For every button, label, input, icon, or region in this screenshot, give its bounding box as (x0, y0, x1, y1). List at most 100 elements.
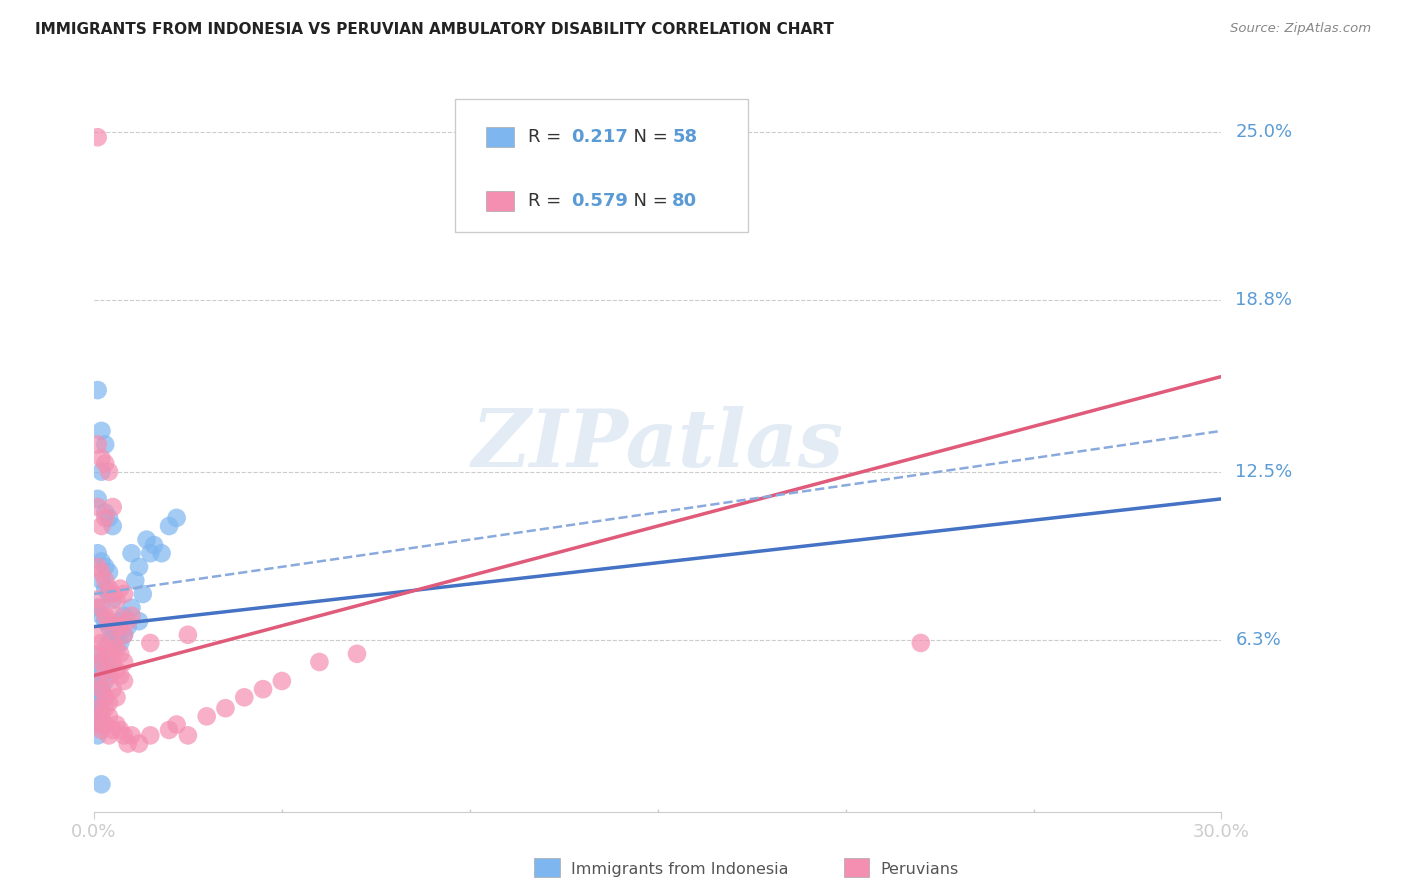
Point (121, 728, 143, 742)
Point (112, 655, 135, 669)
Point (97, 696, 120, 710)
Point (101, 592, 124, 607)
Point (94, 505, 117, 519)
Point (86, 647, 108, 661)
Point (121, 608, 143, 623)
Point (117, 620, 139, 634)
Point (97, 465, 120, 479)
Point (117, 614, 139, 628)
Point (110, 614, 132, 628)
Point (97, 636, 120, 650)
Point (86, 663, 108, 677)
Point (86, 673, 108, 688)
Point (86, 546, 108, 560)
Point (94, 663, 117, 677)
Point (90, 636, 112, 650)
Point (94, 717, 117, 731)
Point (105, 663, 128, 677)
Point (86, 673, 108, 688)
Point (86, 690, 108, 705)
Point (94, 673, 117, 688)
Point (97, 566, 120, 580)
Point (94, 655, 117, 669)
Text: 18.8%: 18.8% (1236, 292, 1292, 310)
Point (157, 723, 180, 737)
Point (105, 620, 128, 634)
Point (97, 663, 120, 677)
Point (101, 628, 124, 642)
Point (86, 647, 108, 661)
FancyBboxPatch shape (454, 100, 748, 232)
Point (94, 511, 117, 525)
Bar (486, 191, 515, 211)
Point (105, 641, 128, 656)
Point (90, 701, 112, 715)
Point (90, 682, 112, 697)
Point (94, 437, 117, 451)
Point (139, 546, 162, 560)
Point (86, 696, 108, 710)
Point (94, 574, 117, 588)
Text: 58: 58 (672, 128, 697, 146)
Point (86, 437, 108, 451)
Point (90, 655, 112, 669)
Point (101, 587, 124, 601)
Point (110, 668, 132, 682)
Point (270, 673, 292, 688)
Point (157, 519, 180, 533)
Text: N =: N = (621, 192, 673, 210)
Point (94, 559, 117, 574)
Point (86, 383, 108, 397)
Point (94, 701, 117, 715)
Text: Source: ZipAtlas.com: Source: ZipAtlas.com (1230, 22, 1371, 36)
Text: N =: N = (621, 128, 673, 146)
Text: 25.0%: 25.0% (1236, 123, 1292, 141)
Point (90, 574, 112, 588)
Point (90, 608, 112, 623)
Point (177, 728, 200, 742)
Point (97, 614, 120, 628)
Point (86, 709, 108, 723)
Point (252, 682, 274, 697)
Point (105, 717, 128, 731)
Point (132, 587, 155, 601)
Point (90, 668, 112, 682)
Point (94, 608, 117, 623)
Point (94, 690, 117, 705)
Point (128, 737, 150, 751)
Point (94, 614, 117, 628)
Point (90, 655, 112, 669)
Point (112, 628, 135, 642)
Point (86, 500, 108, 514)
Point (105, 690, 128, 705)
Point (97, 668, 120, 682)
Text: ZIPatlas: ZIPatlas (471, 406, 844, 483)
Point (166, 717, 188, 731)
Point (97, 587, 120, 601)
Point (105, 592, 128, 607)
Point (90, 682, 112, 697)
Point (86, 728, 108, 742)
Point (101, 641, 124, 656)
Point (86, 600, 108, 615)
Text: 6.3%: 6.3% (1236, 632, 1281, 649)
Point (94, 582, 117, 596)
Text: Immigrants from Indonesia: Immigrants from Indonesia (571, 863, 789, 877)
Point (150, 546, 173, 560)
Point (86, 592, 108, 607)
Point (135, 533, 157, 547)
Point (128, 614, 150, 628)
Point (110, 636, 132, 650)
Point (101, 655, 124, 669)
Text: 80: 80 (672, 192, 697, 210)
Point (101, 636, 124, 650)
Point (910, 636, 932, 650)
Text: R =: R = (529, 128, 567, 146)
Point (94, 457, 117, 471)
Point (112, 587, 135, 601)
Text: 12.5%: 12.5% (1236, 463, 1292, 481)
Bar (486, 127, 515, 147)
Point (124, 574, 146, 588)
Point (86, 701, 108, 715)
Text: Peruvians: Peruvians (880, 863, 959, 877)
